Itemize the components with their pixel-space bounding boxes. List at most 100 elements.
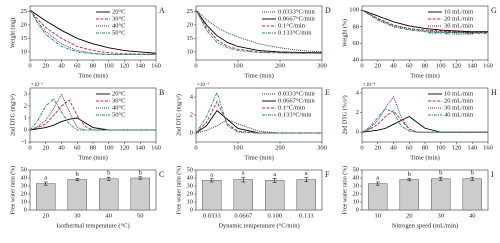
y-tick-label: 20 (353, 190, 360, 197)
data-line (195, 91, 322, 134)
data-line (29, 92, 156, 131)
legend-label: 30 mL/min (444, 104, 474, 111)
bar (36, 183, 56, 211)
x-tick-label: 140 (467, 62, 477, 69)
y-tick-label: 0 (24, 126, 27, 133)
x-tick-label: 60 (74, 144, 81, 151)
y-tick-label: 20 (187, 190, 194, 197)
x-tick-label: 0 (194, 62, 197, 69)
x-tick-label: 20 (375, 144, 382, 151)
y-multiplier: ×10⁻⁴ (363, 82, 375, 88)
legend-label: 0.1°C/min (278, 22, 306, 29)
bar (233, 179, 253, 211)
x-tick-label: 0 (28, 62, 31, 69)
y-tick-label: 40 (187, 174, 194, 181)
legend-label: 0.0333°C/min (278, 90, 315, 97)
y-axis-label: 2nd DTG (mg/s²) (175, 94, 182, 136)
x-tick-label: 0.0333 (203, 212, 221, 219)
x-axis-label: Isothermal temperature (°C) (56, 222, 129, 229)
x-axis-label: Time (min) (78, 154, 108, 161)
error-bar (75, 178, 80, 182)
y-multiplier: ×10⁻³ (31, 82, 43, 88)
panel-label: E (325, 88, 330, 97)
x-axis-label: Dynamic temperature (°C/min) (218, 222, 299, 229)
plot-frame (361, 169, 489, 211)
x-tick-label: 0.133 (299, 212, 314, 219)
x-tick-label: 20 (43, 62, 50, 69)
y-tick-label: 10 (187, 48, 194, 55)
error-bar (470, 176, 475, 181)
y-tick-label: 50 (187, 166, 194, 173)
y-axis-label: Free water ratio (%) (175, 166, 182, 214)
y-tick-label: 2 (190, 111, 193, 118)
x-tick-label: 200 (275, 62, 285, 69)
x-tick-label: 200 (275, 144, 285, 151)
y-tick-label: 40 (353, 56, 360, 63)
significance-letter: a (376, 174, 379, 181)
x-tick-label: 120 (120, 62, 130, 69)
x-tick-label: 120 (452, 144, 462, 151)
legend-label: 30°C (112, 15, 125, 22)
y-tick-label: 10 (21, 48, 28, 55)
y-tick-label: 0 (356, 129, 359, 136)
legend-label: 40°C (112, 104, 125, 111)
panel-label: H (491, 88, 497, 97)
legend-label: 40 mL/min (444, 29, 474, 36)
legend-label: 40 mL/min (444, 111, 474, 118)
data-line (361, 115, 488, 133)
error-bar (375, 181, 380, 186)
data-line (195, 118, 322, 134)
x-tick-label: 80 (90, 144, 97, 151)
y-tick-label: 1 (24, 114, 27, 121)
data-line (195, 9, 323, 53)
data-line (361, 9, 488, 33)
y-tick-label: 40 (21, 174, 28, 181)
x-tick-label: 100 (436, 144, 446, 151)
y-tick-label: -1 (22, 138, 27, 145)
panel-label: G (491, 6, 497, 15)
y-tick-label: 0 (24, 206, 27, 213)
legend-label: 20 mL/min (444, 15, 474, 22)
y-tick-label: 0 (190, 206, 193, 213)
y-tick-label: 30 (353, 182, 360, 189)
legend-label: 20°C (112, 8, 125, 15)
y-tick-label: 25 (187, 8, 194, 15)
y-tick-label: 0 (356, 206, 359, 213)
x-tick-label: 60 (406, 144, 413, 151)
x-tick-label: 140 (135, 62, 145, 69)
y-tick-label: 20 (187, 21, 194, 28)
x-tick-label: 140 (135, 144, 145, 151)
y-tick-label: 2 (356, 109, 359, 116)
y-tick-label: 15 (187, 35, 194, 42)
significance-letter: a (273, 171, 276, 178)
x-tick-label: 80 (90, 62, 97, 69)
x-tick-label: 10 (375, 212, 382, 219)
x-tick-label: 20 (43, 144, 50, 151)
significance-letter: b (107, 170, 110, 177)
legend-label: 0.0667°C/min (278, 15, 315, 22)
y-tick-label: 50 (353, 166, 360, 173)
data-line (195, 9, 323, 54)
error-bar (43, 181, 48, 186)
significance-letter: a (242, 170, 245, 177)
x-axis-label: Nitrogen speed (mL/min) (392, 222, 458, 229)
x-axis-label: Time (min) (244, 72, 274, 79)
x-tick-label: 20 (43, 212, 50, 219)
data-line (29, 9, 156, 56)
legend-label: 30 mL/min (444, 22, 474, 29)
y-multiplier: ×10⁻³ (197, 82, 209, 88)
data-line (29, 117, 156, 131)
error-bar (209, 178, 214, 183)
x-tick-label: 160 (483, 62, 493, 69)
x-tick-label: 80 (422, 62, 429, 69)
data-line (29, 98, 156, 131)
y-axis-label: Weight (mg) (9, 18, 16, 48)
x-tick-label: 0 (360, 62, 363, 69)
panel-label: C (159, 170, 164, 179)
bar (431, 178, 451, 211)
x-tick-label: 0.0667 (234, 212, 253, 219)
y-tick-label: 10 (187, 198, 194, 205)
x-tick-label: 160 (151, 144, 161, 151)
y-tick-label: 30 (21, 182, 28, 189)
data-line (29, 9, 157, 54)
